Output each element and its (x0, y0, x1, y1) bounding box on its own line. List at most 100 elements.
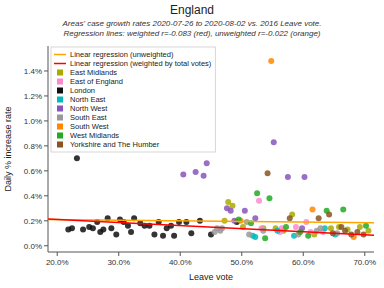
x-tick (118, 252, 119, 256)
x-axis-line (48, 252, 374, 253)
legend-swatch (57, 88, 63, 94)
point (171, 233, 177, 239)
legend-label: East of England (70, 77, 123, 86)
legend-line (54, 63, 66, 65)
y-tick-label: 0.4% (24, 192, 42, 201)
x-tick-label: 30.0% (107, 258, 130, 267)
x-tick (241, 252, 242, 256)
y-tick-label: 0.8% (24, 142, 42, 151)
legend-swatch (57, 79, 63, 85)
point (326, 212, 332, 218)
point (252, 215, 258, 221)
title: England (170, 3, 214, 17)
point (283, 224, 289, 230)
y-tick (44, 220, 48, 221)
point (108, 225, 114, 231)
y-tick (44, 95, 48, 96)
legend-label: London (70, 86, 95, 95)
y-tick-label: 0.6% (24, 167, 42, 176)
legend-label: East Midlands (70, 68, 117, 77)
y-tick (44, 120, 48, 121)
legend-swatch (57, 70, 63, 76)
subtitle: Areas' case growth rates 2020-07-26 to 2… (61, 19, 321, 28)
point (252, 234, 258, 240)
chart: England Areas' case growth rates 2020-07-… (0, 0, 384, 288)
point (266, 195, 272, 201)
point (160, 233, 166, 239)
legend-box (51, 47, 215, 152)
x-axis-label: Leave vote (189, 272, 233, 282)
lines (48, 219, 374, 235)
point (254, 190, 260, 196)
point (301, 174, 307, 180)
legend-swatch (57, 142, 63, 148)
point (183, 219, 189, 225)
point (271, 139, 277, 145)
point (256, 198, 262, 204)
x-tick-label: 70.0% (353, 258, 376, 267)
legend-label: Yorkshire and The Humber (70, 140, 160, 149)
x-tick (57, 252, 58, 256)
x-tick (180, 252, 181, 256)
point (287, 215, 293, 221)
legend-line (54, 54, 66, 56)
legend: Linear regression (unweighted)Linear reg… (51, 47, 215, 152)
x-tick (364, 252, 365, 256)
legend-label: Linear regression (unweighted) (70, 50, 174, 59)
point (80, 227, 86, 233)
y-tick-label: 0.0% (24, 242, 42, 251)
y-tick-label: 1.2% (24, 92, 42, 101)
point (268, 58, 274, 64)
subtitle: Regression lines: weighted r=-0.083 (red… (63, 29, 320, 38)
point (100, 227, 106, 233)
axes: 20.0% 30.0% 40.0% 50.0% 60.0% 70.0% 0.0% 0.2% 0.… (24, 46, 376, 267)
legend-label: South West (70, 122, 110, 131)
y-tick (44, 70, 48, 71)
y-tick (44, 170, 48, 171)
y-axis-label: Daily % increase rate (3, 106, 13, 191)
point (285, 174, 291, 180)
point (262, 235, 268, 241)
point (74, 155, 80, 161)
legend-swatch (57, 115, 63, 121)
y-tick-label: 1.0% (24, 117, 42, 126)
legend-label: South East (70, 113, 108, 122)
legend-label: West Midlands (70, 131, 119, 140)
point (242, 208, 248, 214)
point (113, 232, 119, 238)
point (340, 207, 346, 213)
point (246, 232, 252, 238)
legend-label: Linear regression (weighted by total vot… (70, 59, 212, 68)
y-tick (44, 145, 48, 146)
point (228, 208, 234, 214)
legend-label: North West (70, 104, 108, 113)
point (260, 228, 266, 234)
x-tick-label: 40.0% (169, 258, 192, 267)
point (128, 229, 134, 235)
point (316, 215, 322, 221)
point (265, 170, 271, 176)
regression-line (48, 219, 374, 235)
legend-swatch (57, 124, 63, 130)
point (317, 225, 323, 231)
x-tick-label: 20.0% (46, 258, 69, 267)
y-tick-label: 1.4% (24, 67, 42, 76)
point (90, 225, 96, 231)
point (151, 232, 157, 238)
point (293, 224, 299, 230)
point (201, 173, 207, 179)
y-tick (44, 195, 48, 196)
x-tick (303, 252, 304, 256)
x-tick-label: 50.0% (230, 258, 253, 267)
point (69, 225, 75, 231)
legend-swatch (57, 106, 63, 112)
point (193, 169, 199, 175)
point (309, 207, 315, 213)
point (204, 160, 210, 166)
legend-label: North East (70, 95, 106, 104)
point (176, 219, 182, 225)
point (305, 233, 311, 239)
x-tick-label: 60.0% (292, 258, 315, 267)
point (180, 172, 186, 178)
y-tick-label: 0.2% (24, 217, 42, 226)
